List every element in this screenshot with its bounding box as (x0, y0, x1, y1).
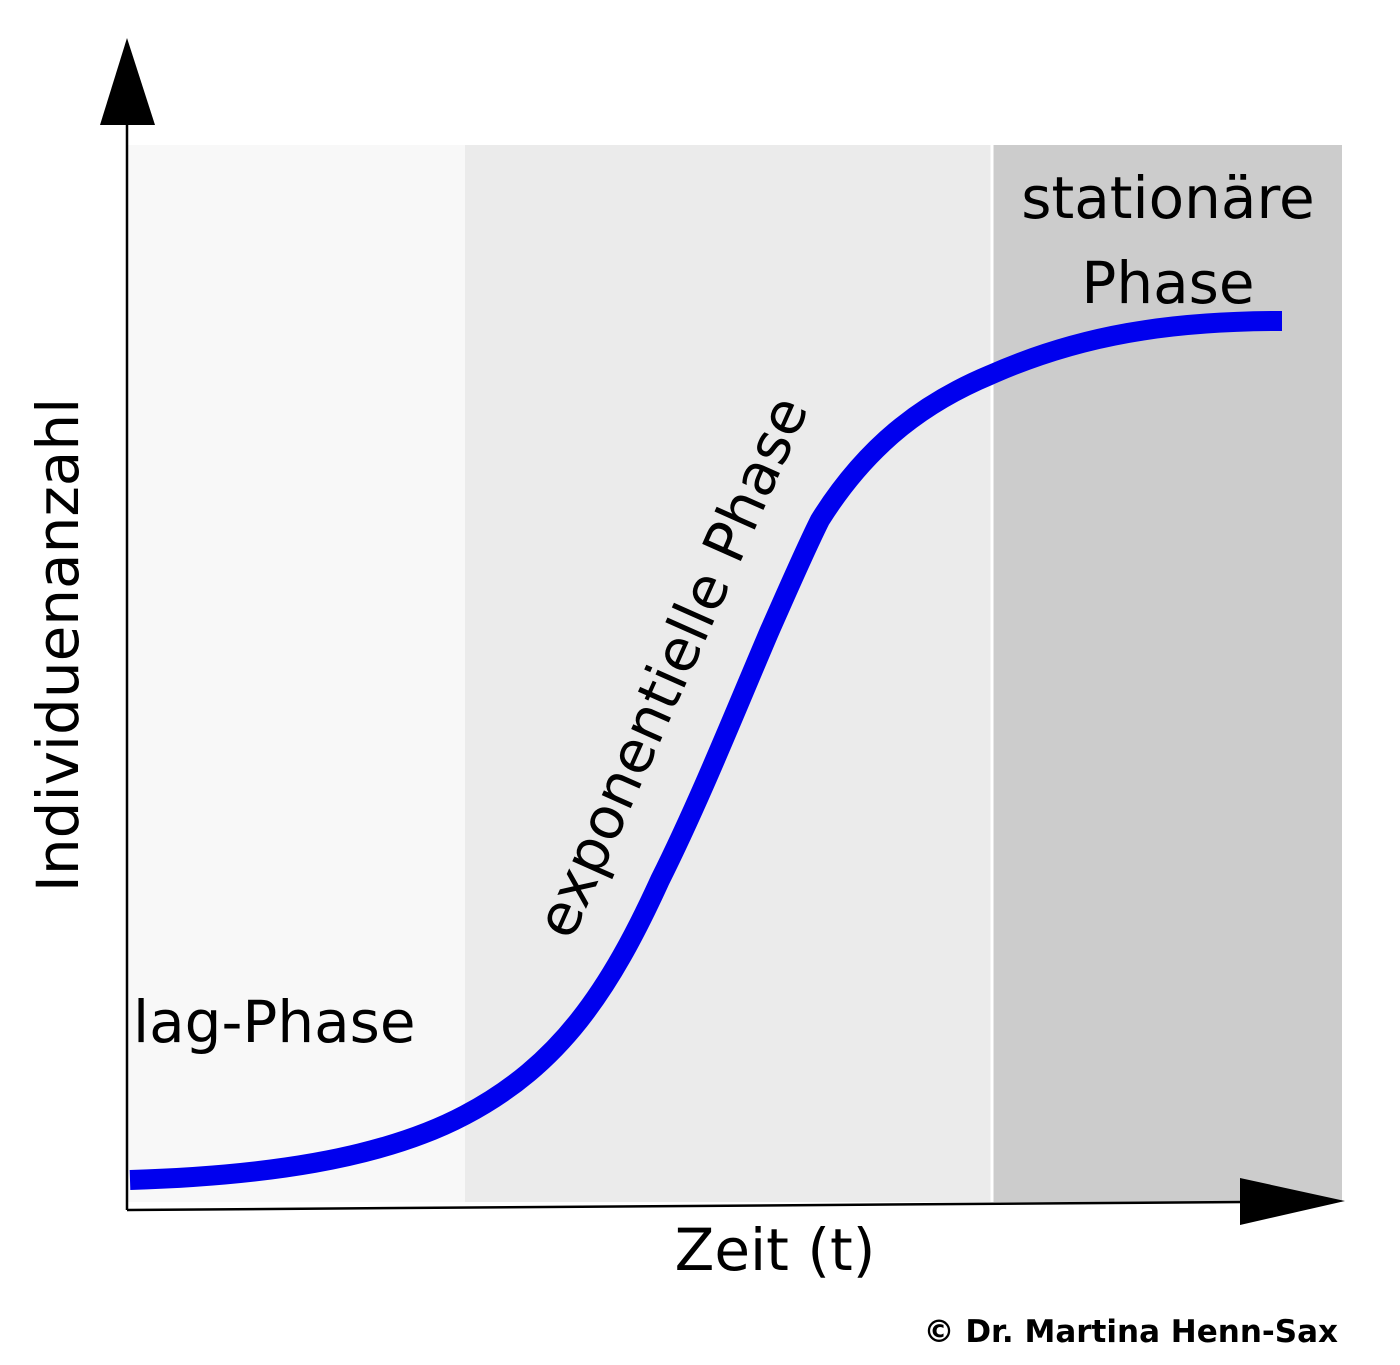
x-axis (126, 1200, 1246, 1212)
stationary-phase-label: Phase (1081, 249, 1254, 317)
y-axis-arrow (100, 38, 155, 125)
y-axis-label: Individuenanzahl (24, 398, 92, 892)
exponential-region (465, 145, 992, 1202)
lag-region (127, 145, 465, 1202)
lag-phase-label: lag-Phase (133, 988, 416, 1056)
stationary-phase-label: stationäre (1021, 164, 1314, 232)
growth-curve (129, 311, 1283, 1190)
x-axis-label: Zeit (t) (675, 1216, 876, 1284)
copyright: © Dr. Martina Henn-Sax (924, 1314, 1338, 1350)
x-axis-arrow (1240, 1178, 1345, 1225)
